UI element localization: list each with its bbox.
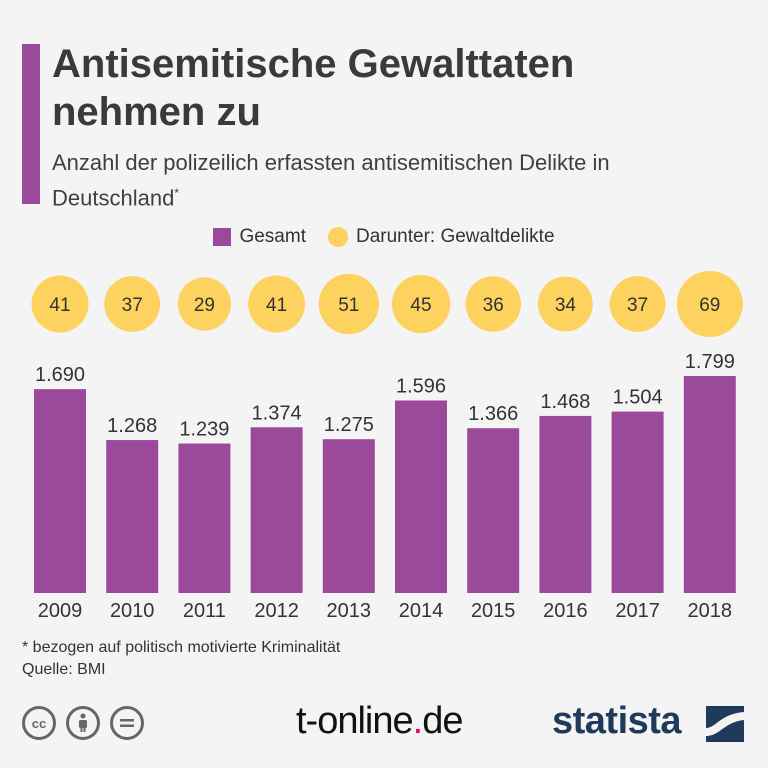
violent-value-label: 41	[49, 295, 70, 316]
x-tick-label: 2016	[543, 600, 588, 622]
bar-value-label: 1.374	[252, 402, 302, 424]
violent-circle	[465, 276, 521, 332]
violent-circle	[391, 274, 451, 334]
person-glyph	[79, 713, 87, 732]
t-online-logo-a: t-online	[296, 700, 414, 742]
bar-value-label: 1.690	[35, 364, 85, 386]
bar	[539, 415, 592, 593]
violent-circle	[676, 271, 743, 337]
x-tick-label: 2013	[327, 600, 372, 622]
legend: Gesamt Darunter: Gewaltdelikte	[0, 222, 768, 252]
violent-circle	[318, 273, 379, 335]
attribution-icon	[66, 706, 100, 740]
bar-value-label: 1.239	[179, 419, 229, 441]
equals-glyph	[120, 719, 134, 727]
x-tick-label: 2015	[471, 600, 516, 622]
chart-title: Antisemitische Gewalttaten nehmen zu	[52, 42, 575, 134]
subtitle-footnote-mark: *	[174, 186, 179, 200]
bar-value-label: 1.366	[468, 403, 518, 425]
accent-bar	[22, 44, 40, 204]
bar-value-label: 1.799	[685, 351, 735, 373]
legend-swatch-gesamt	[213, 228, 232, 246]
violent-value-label: 45	[410, 295, 431, 316]
bar-value-label: 1.268	[107, 415, 157, 437]
bar	[34, 389, 86, 593]
bar	[467, 428, 520, 593]
bar	[395, 400, 447, 593]
cc-icon: cc	[22, 706, 56, 740]
x-tick-label: 2010	[110, 600, 155, 622]
subtitle-text: Anzahl der polizeilich erfassten antisem…	[52, 150, 610, 211]
bar-value-label: 1.596	[396, 375, 446, 397]
footnote: * bezogen auf politisch motivierte Krimi…	[22, 637, 340, 681]
violent-circle	[104, 276, 161, 332]
violent-circle	[248, 275, 306, 333]
violent-value-label: 51	[338, 295, 359, 316]
bar	[611, 411, 664, 593]
bar	[106, 440, 159, 593]
legend-label-gewalt: Darunter: Gewaltdelikte	[355, 226, 555, 247]
source-label: Quelle: BMI	[22, 661, 106, 678]
bar	[322, 439, 375, 593]
bar	[178, 443, 231, 593]
violent-value-label: 41	[266, 295, 287, 316]
violent-value-label: 37	[627, 295, 648, 316]
legend-swatch-gewalt	[327, 227, 348, 247]
license-icons: cc	[22, 706, 144, 740]
violent-circle	[537, 276, 593, 332]
statista-mark-icon	[706, 706, 744, 742]
x-tick-label: 2009	[38, 600, 83, 622]
legend-item-gewalt: Darunter: Gewaltdelikte	[327, 226, 555, 248]
t-online-logo-dot: .	[412, 700, 424, 742]
violent-value-label: 29	[194, 295, 215, 316]
violent-value-label: 69	[699, 295, 720, 316]
no-derivatives-icon	[110, 706, 144, 740]
violent-circle	[177, 277, 232, 331]
x-tick-label: 2011	[183, 600, 226, 622]
violent-circle	[609, 276, 666, 332]
x-tick-label: 2012	[254, 600, 299, 622]
bar-value-label: 1.504	[613, 387, 663, 409]
x-tick-label: 2018	[688, 600, 733, 622]
bar-value-label: 1.468	[540, 391, 590, 413]
legend-label-gesamt: Gesamt	[239, 226, 306, 247]
x-tick-label: 2014	[399, 600, 444, 622]
bar-value-label: 1.275	[324, 414, 374, 436]
bar	[250, 427, 303, 593]
violent-circle	[31, 275, 89, 333]
bar	[683, 376, 736, 593]
violent-value-label: 36	[483, 295, 504, 316]
t-online-logo[interactable]: t-online.de	[296, 700, 463, 743]
footnote-note: * bezogen auf politisch motivierte Krimi…	[22, 639, 341, 656]
violent-value-label: 37	[122, 295, 143, 316]
t-online-logo-b: de	[422, 700, 463, 742]
x-tick-label: 2017	[615, 600, 660, 622]
violent-value-label: 34	[555, 295, 577, 316]
bar-chart: 41 1.690 2009 37 1.268 2010 29 1.239 2011 41 1.374…	[31, 271, 743, 622]
legend-item-gesamt: Gesamt	[213, 226, 306, 248]
statista-logo[interactable]: statista	[552, 700, 682, 742]
chart-subtitle: Anzahl der polizeilich erfassten antisem…	[52, 148, 732, 213]
